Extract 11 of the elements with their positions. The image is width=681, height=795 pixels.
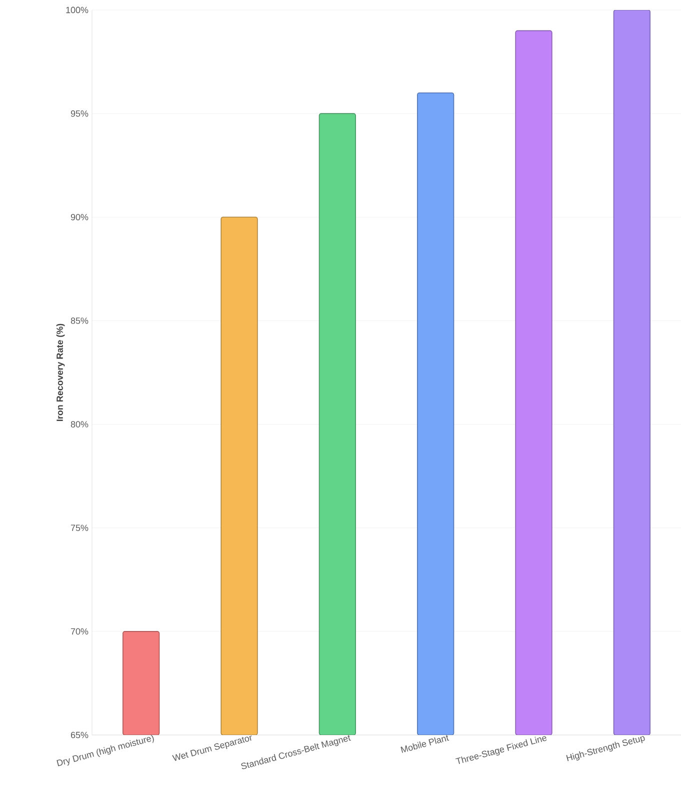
y-tick-label: 100% <box>66 6 88 14</box>
y-tick-label: 85% <box>70 318 88 324</box>
y-tick-label: 75% <box>70 524 88 532</box>
x-tick-label: Mobile Plant <box>400 735 450 753</box>
y-tick-label: 80% <box>70 421 88 428</box>
y-tick-label: 90% <box>70 214 88 220</box>
x-tick-label: Wet Drum Separator <box>172 736 252 761</box>
y-tick-label: 95% <box>70 110 88 117</box>
y-axis-title: Iron Recovery Rate (%) <box>56 324 65 421</box>
y-tick-label: 70% <box>70 628 88 635</box>
y-tick-label: 65% <box>70 732 88 738</box>
